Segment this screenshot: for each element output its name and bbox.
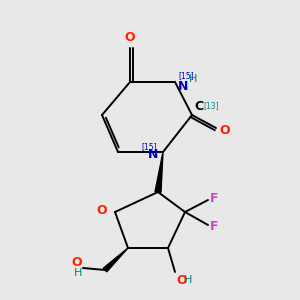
Text: O: O	[71, 256, 82, 269]
Text: N: N	[178, 80, 188, 92]
Polygon shape	[103, 248, 128, 272]
Text: [15]: [15]	[178, 71, 194, 80]
Text: F: F	[210, 193, 218, 206]
Text: H: H	[74, 268, 82, 278]
Text: [13]: [13]	[203, 101, 219, 110]
Text: H: H	[184, 275, 192, 285]
Text: O: O	[176, 274, 187, 286]
Text: F: F	[210, 220, 218, 233]
Polygon shape	[155, 152, 163, 192]
Text: O: O	[125, 31, 135, 44]
Text: N: N	[148, 148, 158, 161]
Text: O: O	[96, 203, 107, 217]
Text: H: H	[189, 74, 197, 84]
Text: C: C	[194, 100, 203, 112]
Text: [15]: [15]	[141, 142, 157, 152]
Text: O: O	[219, 124, 230, 136]
